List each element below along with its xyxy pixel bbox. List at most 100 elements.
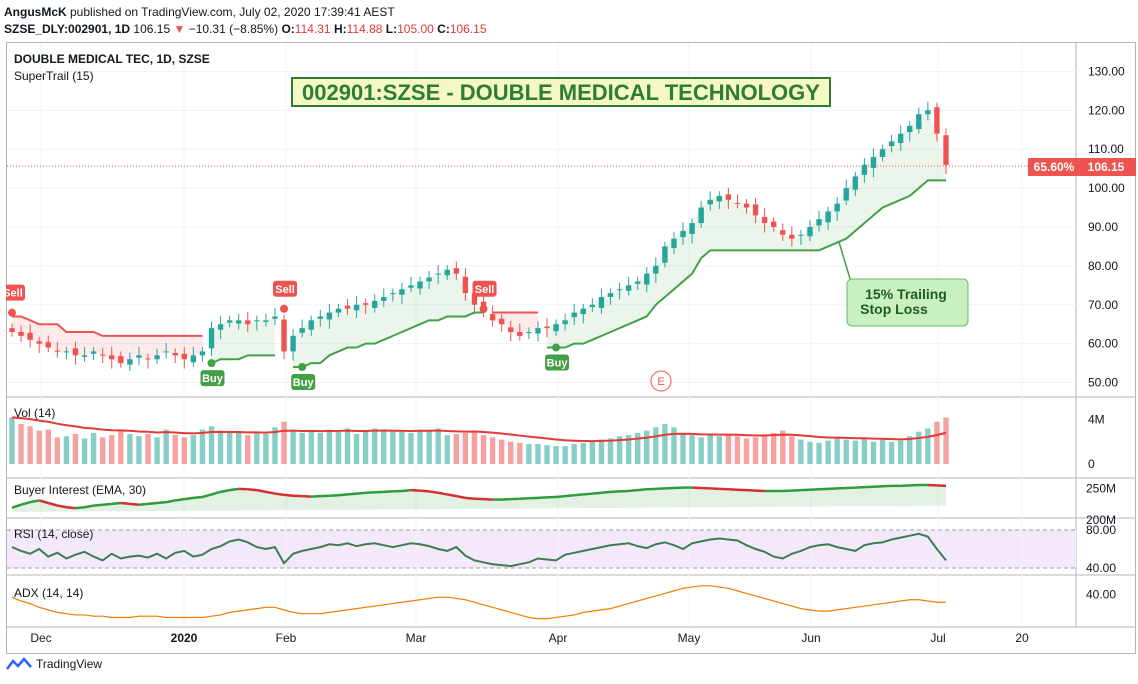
volume-bar [807,441,813,464]
volume-bar [707,435,713,464]
candle-body [199,351,206,356]
candle-body [517,332,523,336]
buyer-interest-line [565,494,575,498]
chart-area[interactable]: Sell Buy Sell Buy Sell Buy 130.00 120.00 110.00… [6,42,1136,654]
time-tick-label: 2020 [171,631,198,645]
candle-body [734,202,741,204]
price-badge [1028,158,1136,176]
volume-bar [852,440,859,464]
volume-bar [780,430,786,464]
volume-bar [217,430,224,464]
low-value: 105.00 [397,22,434,36]
volume-bar [154,437,160,464]
volume-bar [498,439,505,464]
candle-body [353,304,360,311]
adx-tick-label: 40.00 [1086,588,1116,602]
buy-signal-label: Buy [293,377,315,389]
buyer-interest-line [202,493,212,499]
candle-body [888,141,895,147]
buyer-interest-line [256,488,267,494]
annotation-line2: Stop Loss [860,301,928,317]
sell-signal-label: Sell [275,284,295,296]
candle-body [390,293,396,295]
volume-bar [535,444,541,464]
time-tick-label: May [678,631,701,645]
candle-body [136,355,142,358]
candle-body [526,332,532,333]
volume-bar [435,428,441,464]
indicator-label: SuperTrail (15) [14,69,94,83]
buyer-interest-line [574,493,584,497]
volume-bar [480,435,487,464]
candle-body [435,273,441,275]
rsi-tick-label: 40.00 [1086,561,1116,575]
buyer-interest-line [93,503,103,507]
volume-bar [118,430,124,464]
volume-bar [489,437,496,464]
candle-body [109,355,115,360]
volume-bar [172,435,178,464]
price-tick-label: 100.00 [1088,181,1125,195]
time-tick-label: Dec [30,631,51,645]
candle-body [598,297,605,308]
volume-bar [879,439,886,464]
volume-bar [888,441,895,464]
earnings-marker[interactable] [650,370,672,392]
candle-body [417,281,423,289]
quote-line: SZSE_DLY:002901, 1D 106.15 ▼ −10.31 (−8.… [4,22,487,36]
down-arrow-icon: ▼ [173,22,186,36]
candle-body [689,223,695,234]
buyer-interest-line [592,491,602,495]
buyer-interest-line [555,494,566,499]
candle-body [653,265,659,274]
rsi-tick-label: 80.00 [1086,523,1116,537]
volume-bar [598,439,605,464]
volume-bar [254,432,260,464]
sell-dot [479,304,488,313]
volume-bar [861,438,868,464]
buy-signal [545,354,570,371]
volume-bar [653,427,659,464]
sell-dot [280,304,289,313]
volume-bar [680,432,686,464]
volume-bar [372,428,378,464]
buyer-interest-line [283,493,294,497]
candle-body [399,289,405,295]
buyer-interest-fill [12,485,946,512]
volume-bar [662,424,668,464]
buyer-interest-line [138,502,149,506]
candle-body [335,308,342,313]
volume-bar [281,421,287,464]
candle-body [662,246,668,263]
author-name[interactable]: AngusMcK [4,5,67,19]
volume-bar [18,424,24,464]
price-badge-value: 106.15 [1088,160,1125,174]
low-label: L: [385,22,398,36]
buyer-interest-line [401,488,412,493]
buyer-interest-line [57,504,67,509]
buyer-interest-line [274,492,285,497]
buyer-interest-line [419,489,430,493]
price-badge-percent: 65.60% [1034,160,1075,174]
candle-body [308,320,314,330]
candle-body [326,312,333,320]
volume-bar [580,442,586,464]
earnings-marker-label: E [657,376,664,388]
buyer-interest-line [456,494,466,500]
volume-tick-label: 0 [1088,457,1095,471]
candle-body [118,356,124,364]
volume-bar [907,436,913,464]
buyer-interest-line [247,488,257,492]
buyer-interest-line [211,490,221,496]
candle-body [236,320,242,324]
candle-body [163,351,169,353]
volume-bar [616,436,623,464]
tradingview-logo-icon [6,657,32,670]
volume-bar [63,436,70,464]
candle-body [816,219,822,226]
candle-body [54,350,61,352]
buy-signal-label: Buy [547,358,569,370]
footer-brand[interactable]: TradingView [6,657,102,671]
buyer-interest-line [120,501,131,506]
candle-body [807,227,813,237]
